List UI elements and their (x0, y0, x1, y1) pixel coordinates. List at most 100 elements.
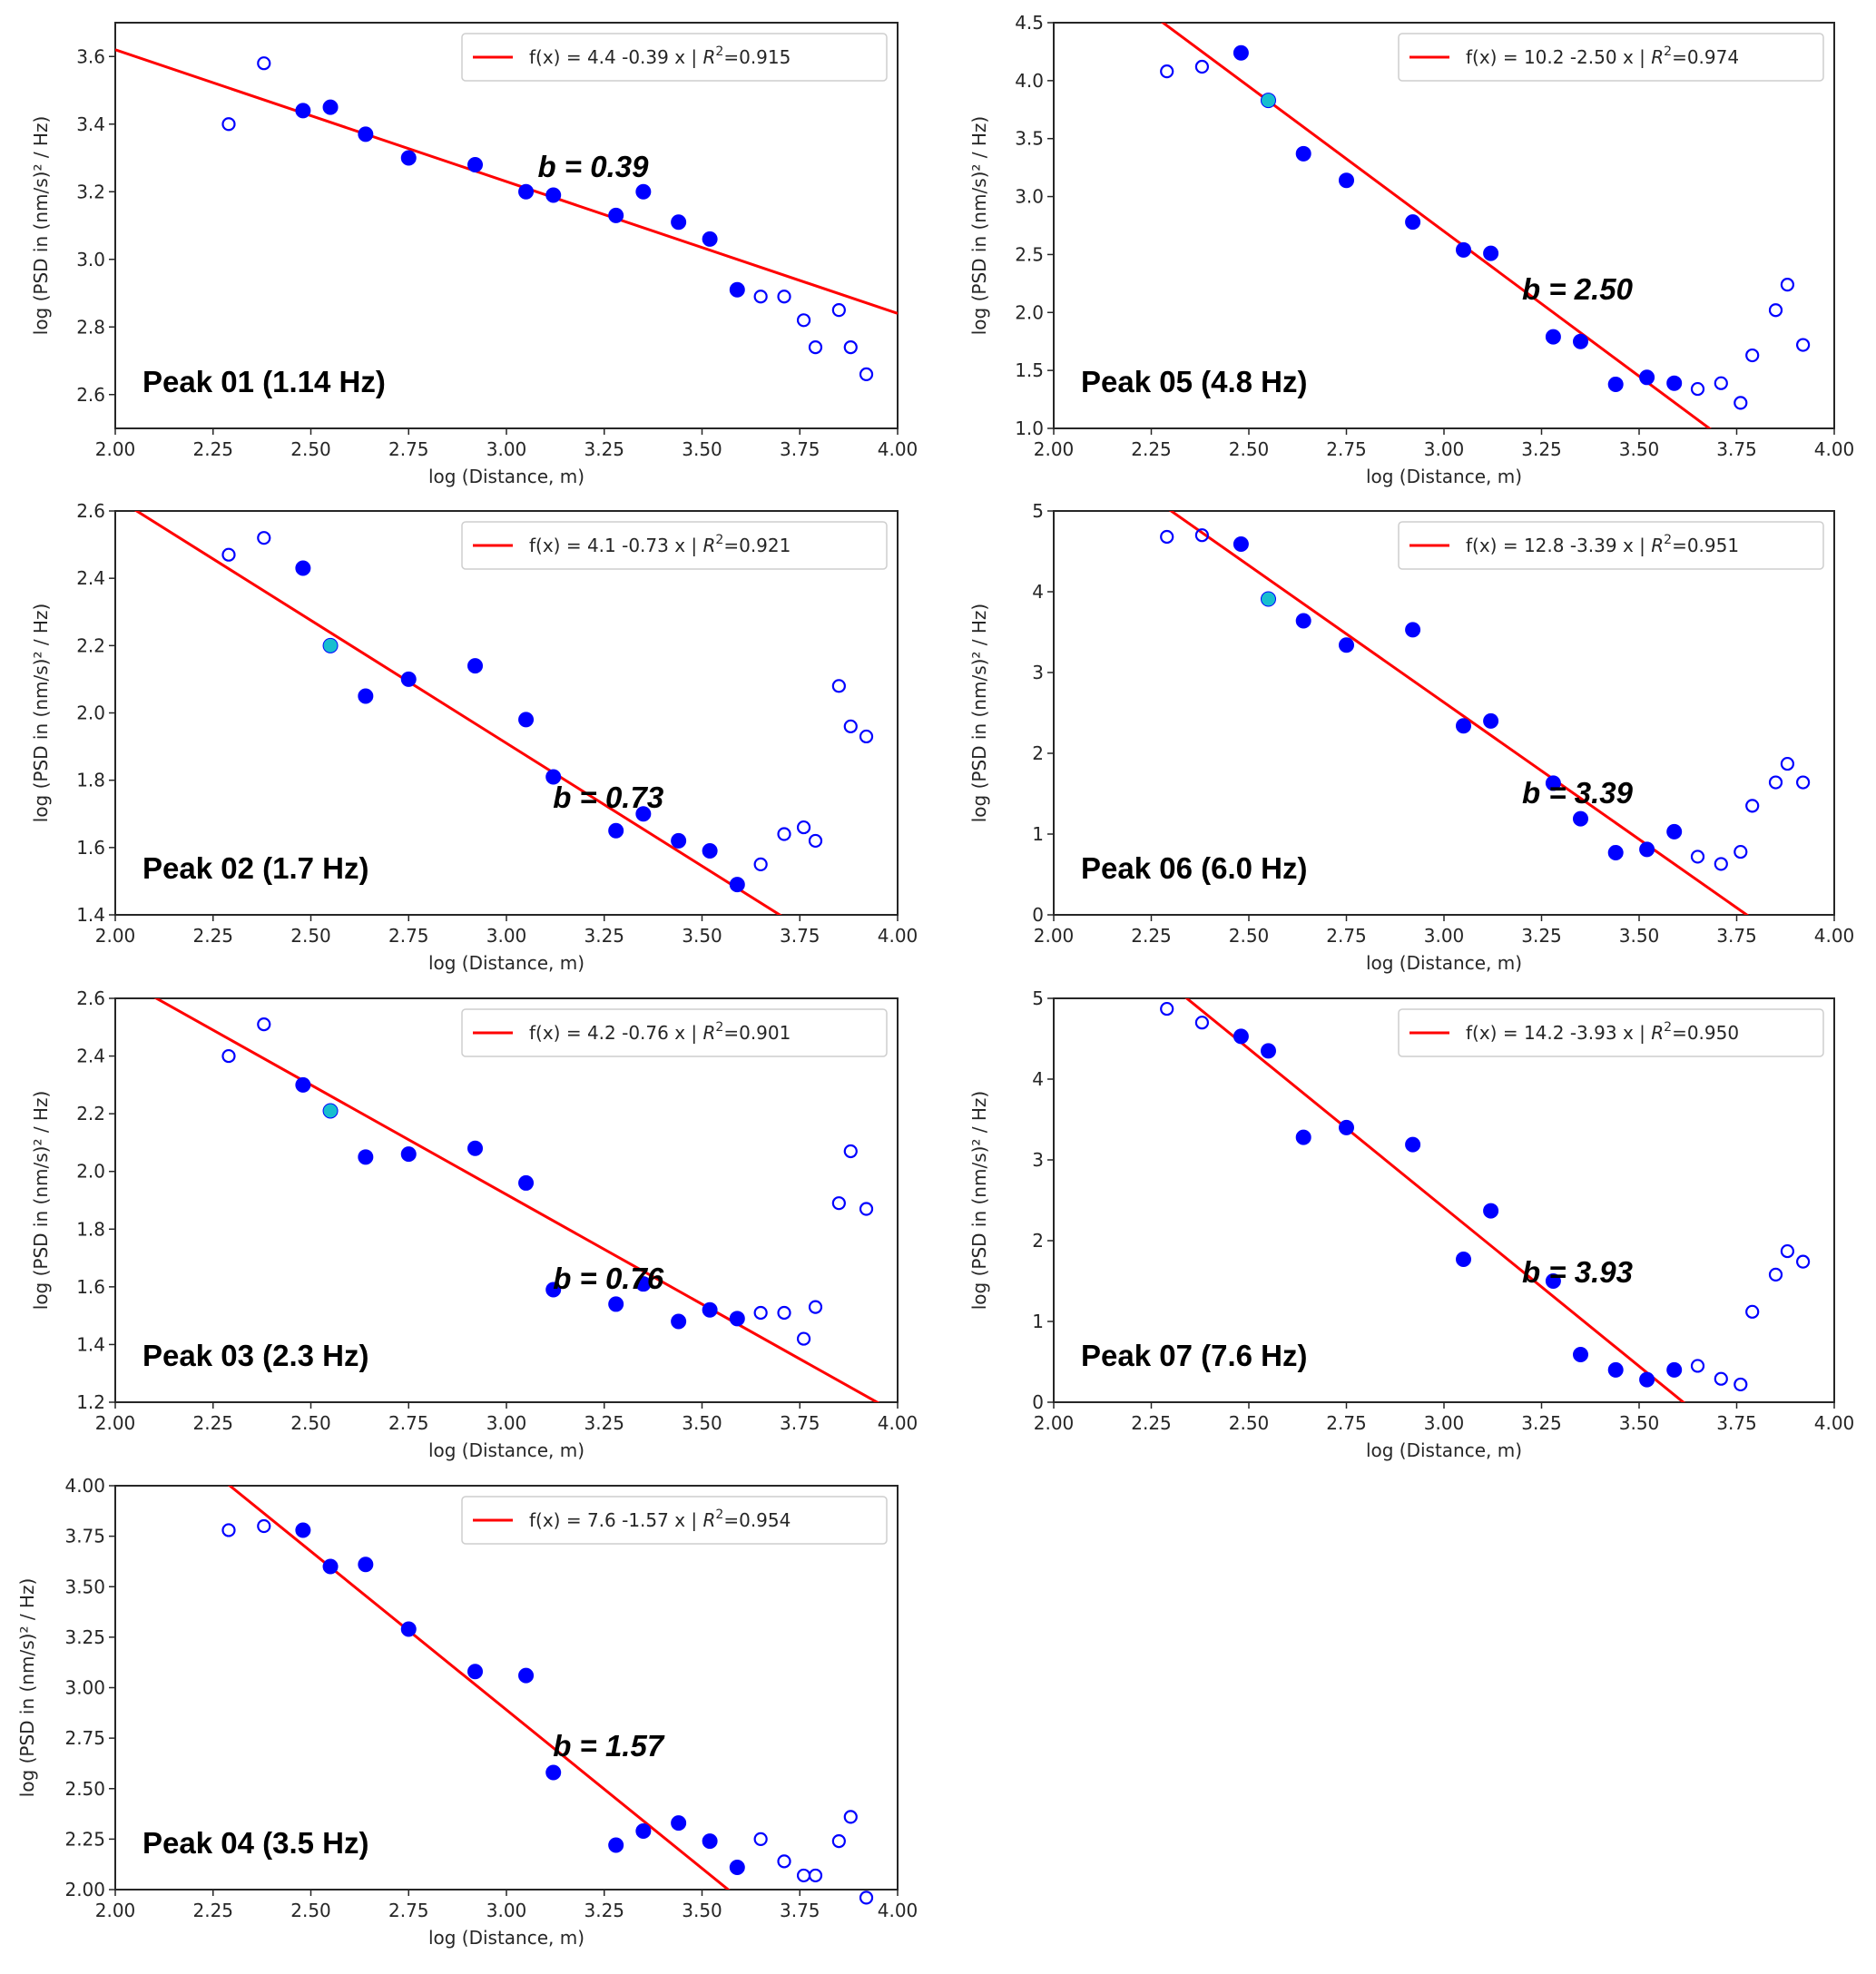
data-point-excluded (808, 833, 823, 849)
b-value-annotation: b = 0.76 (553, 1262, 664, 1295)
data-point-excluded (257, 56, 271, 71)
data-point-excluded (1194, 59, 1210, 74)
legend-box (1398, 33, 1824, 82)
data-point-used (1233, 44, 1249, 61)
data-point-used (1339, 637, 1354, 653)
x-tick-label: 2.25 (192, 925, 233, 947)
data-point-used (545, 1764, 562, 1781)
y-tick-label: 1.2 (76, 1391, 105, 1413)
legend-box (461, 33, 888, 82)
legend-equation: f(x) = 4.4 -0.39 x | (529, 46, 703, 68)
b-value-annotation: b = 3.93 (1522, 1255, 1633, 1289)
x-tick-label: 3.00 (486, 925, 527, 947)
legend-label: f(x) = 4.4 -0.39 x | R2=0.915 (529, 44, 791, 68)
y-tick-label: 2.0 (76, 702, 105, 724)
data-point-used (608, 1296, 624, 1312)
y-tick-label: 2.2 (76, 634, 105, 656)
data-point-excluded (777, 1305, 791, 1321)
data-point-excluded (808, 1868, 823, 1883)
fit-line (133, 511, 782, 915)
data-point-used (1573, 1346, 1588, 1362)
data-point-used (608, 822, 624, 839)
data-point-used (1339, 172, 1354, 189)
data-point-excluded (1780, 756, 1795, 771)
y-tick-label: 4 (1032, 1068, 1044, 1090)
legend-r2-value: =0.954 (723, 1509, 791, 1531)
legend-r2-superscript: 2 (715, 1508, 723, 1522)
data-point-used (729, 1860, 745, 1876)
x-tick-label: 2.00 (1034, 1412, 1075, 1434)
data-point-excluded (1160, 529, 1174, 545)
data-point-used (1456, 1251, 1471, 1267)
data-point-excluded (859, 1891, 874, 1905)
data-point-used (1295, 145, 1311, 162)
data-point-used (518, 1174, 535, 1191)
data-point-used (358, 1149, 374, 1165)
x-tick-label: 3.75 (1716, 438, 1757, 460)
y-tick-label: 1.0 (1015, 417, 1044, 439)
data-point-used (1607, 1361, 1624, 1378)
axes-frame (1053, 510, 1835, 916)
legend-r2-superscript: 2 (1664, 44, 1672, 59)
y-tick-label: 0 (1032, 1391, 1044, 1413)
x-tick-label: 2.25 (1131, 1412, 1172, 1434)
data-point-excluded (777, 290, 791, 304)
legend-r2-superscript: 2 (1664, 533, 1672, 547)
legend-label: f(x) = 4.2 -0.76 x | R2=0.901 (529, 1020, 791, 1044)
data-point-used (1607, 376, 1624, 392)
data-point-excluded (859, 367, 874, 381)
legend-r2-value: =0.974 (1672, 46, 1739, 68)
x-tick-label: 3.50 (1619, 1412, 1660, 1434)
data-point-used (545, 1282, 562, 1298)
y-tick-label: 0 (1032, 904, 1044, 926)
data-point-used (467, 658, 484, 674)
y-tick-label: 1 (1032, 1311, 1044, 1332)
y-tick-label: 2.2 (76, 1103, 105, 1124)
y-tick-label: 3 (1032, 662, 1044, 683)
y-axis-label: log (PSD in (nm/s)² / Hz) (16, 1578, 38, 1797)
data-point-used (467, 1140, 484, 1156)
data-point-excluded (843, 1144, 858, 1159)
x-tick-label: 3.25 (1521, 925, 1562, 947)
data-point-excluded (221, 1523, 236, 1537)
data-point-used (1545, 329, 1561, 345)
data-point-excluded (796, 313, 811, 328)
data-point-excluded (808, 1300, 823, 1314)
x-tick-label: 3.00 (486, 1900, 527, 1921)
data-point-used (635, 1276, 652, 1292)
legend-equation: f(x) = 4.1 -0.73 x | (529, 535, 703, 556)
data-point-used (1456, 718, 1471, 734)
peak-title: Peak 02 (1.7 Hz) (142, 851, 368, 885)
legend-r2-symbol: R (703, 46, 716, 68)
y-tick-label: 3.5 (1015, 128, 1044, 150)
data-point-excluded (1194, 528, 1210, 543)
data-point-used (1666, 1361, 1683, 1378)
data-point-excluded (1194, 1016, 1210, 1030)
x-tick-label: 3.00 (1424, 438, 1465, 460)
legend-equation: f(x) = 10.2 -2.50 x | (1466, 46, 1651, 68)
data-point-used (671, 1313, 687, 1330)
legend-equation: f(x) = 7.6 -1.57 x | (529, 1509, 703, 1531)
legend-r2-symbol: R (703, 535, 716, 556)
y-tick-label: 3.00 (64, 1677, 105, 1699)
x-tick-label: 3.75 (1716, 1412, 1757, 1434)
x-tick-label: 3.50 (682, 1412, 722, 1434)
data-point-excluded (1780, 1243, 1795, 1259)
data-point-used (1639, 841, 1655, 858)
data-point-used (295, 1522, 311, 1538)
data-point-used (518, 1667, 535, 1684)
data-point-excluded (859, 1202, 874, 1216)
data-point-used (467, 1664, 484, 1680)
x-tick-label: 3.75 (780, 1412, 820, 1434)
y-tick-label: 1.6 (76, 1276, 105, 1298)
data-point-excluded (221, 547, 236, 562)
data-point-excluded (1734, 396, 1748, 410)
y-axis-label: log (PSD in (nm/s)² / Hz) (968, 604, 990, 822)
data-point-used (608, 1837, 624, 1853)
x-axis-label: log (Distance, m) (1366, 466, 1522, 487)
peak-title: Peak 05 (4.8 Hz) (1081, 365, 1307, 398)
y-tick-label: 2 (1032, 1230, 1044, 1252)
data-point-excluded (843, 719, 858, 733)
x-tick-label: 2.75 (388, 438, 429, 460)
x-tick-label: 2.50 (1229, 438, 1270, 460)
